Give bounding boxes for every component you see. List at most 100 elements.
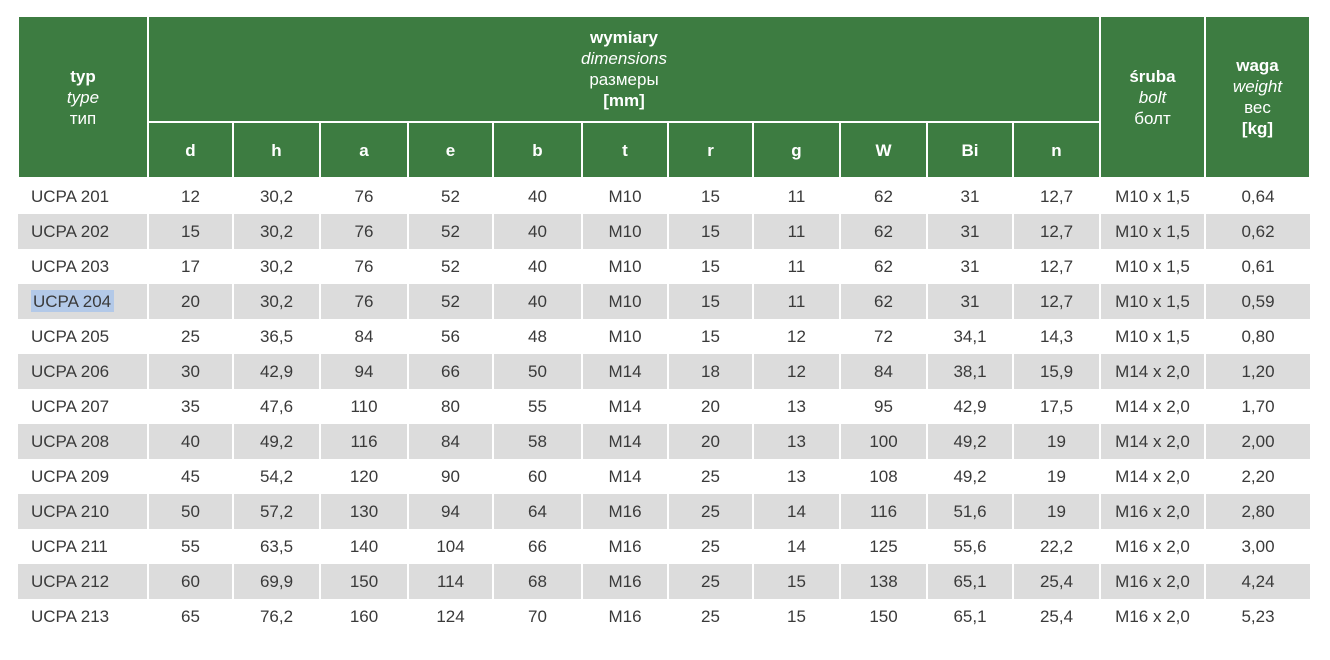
table-row: UCPA 213 65 76,2 160 124 70 M16 25 15 150 65,1 25,4…: [18, 599, 1310, 634]
value-cell: 36,5: [232, 319, 320, 354]
value-cell: 35: [147, 389, 233, 424]
value-cell: 76: [319, 284, 408, 319]
type-cell: UCPA 206: [18, 354, 148, 389]
value-cell: 25: [667, 494, 753, 529]
value-cell: 12,7: [1012, 284, 1100, 319]
value-cell: 40: [147, 424, 233, 459]
value-cell: 62: [839, 284, 927, 319]
value-cell: 15: [667, 284, 753, 319]
value-cell: 15: [667, 249, 753, 284]
dimension-column-header-W: W: [839, 121, 928, 179]
dimension-column-header-a: a: [319, 121, 409, 179]
value-cell: 38,1: [926, 354, 1013, 389]
value-cell: 57,2: [232, 494, 320, 529]
dimension-column-header-n: n: [1012, 121, 1101, 179]
value-cell: 2,20: [1204, 459, 1310, 494]
value-cell: 63,5: [232, 529, 320, 564]
value-cell: M14: [581, 389, 668, 424]
type-text: UCPA 206: [31, 361, 110, 381]
value-cell: 52: [407, 214, 493, 249]
value-cell: 55: [147, 529, 233, 564]
type-text: UCPA 212: [31, 571, 110, 591]
value-cell: 14,3: [1012, 319, 1100, 354]
value-cell: 19: [1012, 459, 1100, 494]
value-cell: 12: [752, 354, 840, 389]
value-cell: 65,1: [926, 599, 1013, 634]
value-cell: 11: [752, 249, 840, 284]
value-cell: M16 x 2,0: [1099, 529, 1205, 564]
value-cell: 70: [492, 599, 582, 634]
value-cell: M16 x 2,0: [1099, 564, 1205, 599]
value-cell: 66: [407, 354, 493, 389]
weight-label-en: weight: [1232, 77, 1283, 96]
value-cell: 42,9: [926, 389, 1013, 424]
value-cell: 14: [752, 494, 840, 529]
type-cell: UCPA 201: [18, 178, 148, 214]
value-cell: 60: [492, 459, 582, 494]
value-cell: 0,64: [1204, 178, 1310, 214]
value-cell: 15: [752, 564, 840, 599]
value-cell: 62: [839, 214, 927, 249]
type-text: UCPA 213: [31, 606, 110, 626]
type-label-pl: typ: [70, 66, 96, 86]
value-cell: 116: [319, 424, 408, 459]
type-text: UCPA 202: [31, 221, 110, 241]
value-cell: 19: [1012, 424, 1100, 459]
value-cell: 108: [839, 459, 927, 494]
value-cell: 68: [492, 564, 582, 599]
dimension-column-header-b: b: [492, 121, 583, 179]
type-text: UCPA 208: [31, 431, 110, 451]
value-cell: 12,7: [1012, 178, 1100, 214]
value-cell: 76: [319, 178, 408, 214]
type-cell: UCPA 208: [18, 424, 148, 459]
value-cell: 125: [839, 529, 927, 564]
value-cell: 65,1: [926, 564, 1013, 599]
value-cell: 5,23: [1204, 599, 1310, 634]
dimension-column-header-t: t: [581, 121, 669, 179]
value-cell: M14 x 2,0: [1099, 424, 1205, 459]
value-cell: 25: [667, 529, 753, 564]
value-cell: 55,6: [926, 529, 1013, 564]
value-cell: 0,59: [1204, 284, 1310, 319]
value-cell: 48: [492, 319, 582, 354]
value-cell: 116: [839, 494, 927, 529]
value-cell: 20: [667, 389, 753, 424]
value-cell: M14 x 2,0: [1099, 389, 1205, 424]
dimension-column-header-g: g: [752, 121, 841, 179]
value-cell: 150: [839, 599, 927, 634]
value-cell: 1,70: [1204, 389, 1310, 424]
type-cell: UCPA 210: [18, 494, 148, 529]
value-cell: 69,9: [232, 564, 320, 599]
dimensions-label-pl: wymiary: [589, 28, 659, 47]
type-text: UCPA 205: [31, 326, 110, 346]
value-cell: 13: [752, 459, 840, 494]
spec-table-container: typ type тип wymiary dimensions размеры …: [17, 15, 1311, 634]
value-cell: 64: [492, 494, 582, 529]
value-cell: 49,2: [926, 424, 1013, 459]
dimension-column-header-d: d: [147, 121, 234, 179]
table-row: UCPA 203 17 30,2 76 52 40 M10 15 11 62 31 12,7 M10 x…: [18, 249, 1310, 284]
value-cell: M14 x 2,0: [1099, 459, 1205, 494]
type-cell: UCPA 213: [18, 599, 148, 634]
type-text: UCPA 203: [31, 256, 110, 276]
dimensions-unit: [mm]: [603, 91, 645, 110]
value-cell: 49,2: [232, 424, 320, 459]
value-cell: 11: [752, 214, 840, 249]
selected-text: UCPA 204: [31, 289, 115, 312]
value-cell: 15: [667, 319, 753, 354]
value-cell: 12: [147, 178, 233, 214]
value-cell: M14: [581, 459, 668, 494]
value-cell: 2,80: [1204, 494, 1310, 529]
value-cell: 25: [667, 599, 753, 634]
value-cell: 15,9: [1012, 354, 1100, 389]
value-cell: 30,2: [232, 284, 320, 319]
value-cell: 40: [492, 214, 582, 249]
value-cell: 20: [667, 424, 753, 459]
value-cell: 90: [407, 459, 493, 494]
value-cell: M10 x 1,5: [1099, 249, 1205, 284]
weight-label-pl: waga: [1236, 56, 1279, 75]
value-cell: 12,7: [1012, 214, 1100, 249]
value-cell: 30,2: [232, 178, 320, 214]
value-cell: 0,61: [1204, 249, 1310, 284]
value-cell: 50: [492, 354, 582, 389]
